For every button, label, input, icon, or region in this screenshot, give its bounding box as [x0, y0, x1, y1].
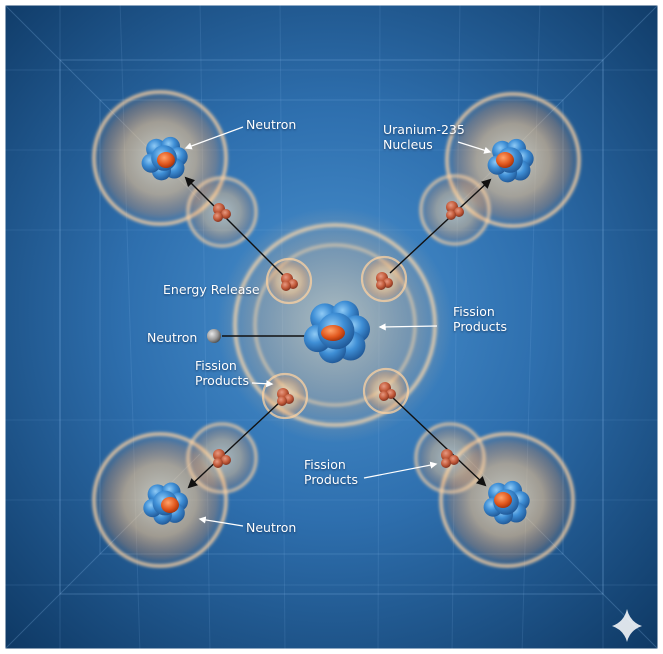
label-neutron-incoming: Neutron — [147, 330, 197, 345]
label-pointers — [184, 126, 492, 527]
fragment-bottom-right-inner — [379, 382, 396, 401]
fragment-top-left-outer — [213, 203, 231, 222]
fragment-top-right-inner — [376, 272, 393, 290]
fragment-top-right-outer — [446, 201, 464, 220]
label-text-line2: Products — [453, 319, 507, 334]
label-text-line1: Fission — [304, 457, 346, 472]
uranium-235-nucleus-center — [303, 300, 371, 364]
label-energy-release: Energy Release — [163, 282, 260, 297]
incoming-neutron — [207, 329, 221, 343]
label-text: Neutron — [147, 330, 198, 345]
label-text-line2: Products — [195, 373, 249, 388]
label-fission-products-right: Fission Products — [453, 304, 507, 334]
uranium-235-nucleus-top-right — [487, 138, 534, 183]
label-text-line2: Nucleus — [383, 137, 433, 152]
fission-fragments — [213, 201, 464, 468]
uranium-235-nucleus-bottom-right — [483, 480, 530, 525]
label-text-line1: Fission — [453, 304, 495, 319]
label-text-line1: Uranium-235 — [383, 122, 465, 137]
label-fission-products-bottom: Fission Products — [304, 457, 358, 487]
label-text: Energy Release — [163, 282, 260, 297]
uranium-235-nucleus-bottom-left — [143, 482, 188, 525]
label-fission-products-left: Fission Products — [195, 358, 249, 388]
sparkle-icon — [612, 609, 642, 642]
label-uranium-235-nucleus: Uranium-235 Nucleus — [383, 122, 465, 152]
uranium-235-nucleus-top-left — [141, 136, 188, 181]
fragment-bottom-left-outer — [213, 449, 231, 468]
label-text-line1: Fission — [195, 358, 237, 373]
fragment-bottom-left-inner — [277, 388, 294, 406]
label-neutron-top-left: Neutron — [246, 117, 296, 132]
label-text-line2: Products — [304, 472, 358, 487]
label-text: Neutron — [246, 520, 297, 535]
fragment-top-left-inner — [281, 273, 298, 291]
fragment-bottom-right-outer — [441, 449, 459, 468]
neutron-trajectory-arrows — [184, 176, 492, 489]
label-neutron-bottom-left: Neutron — [246, 520, 296, 535]
label-text: Neutron — [246, 117, 297, 132]
